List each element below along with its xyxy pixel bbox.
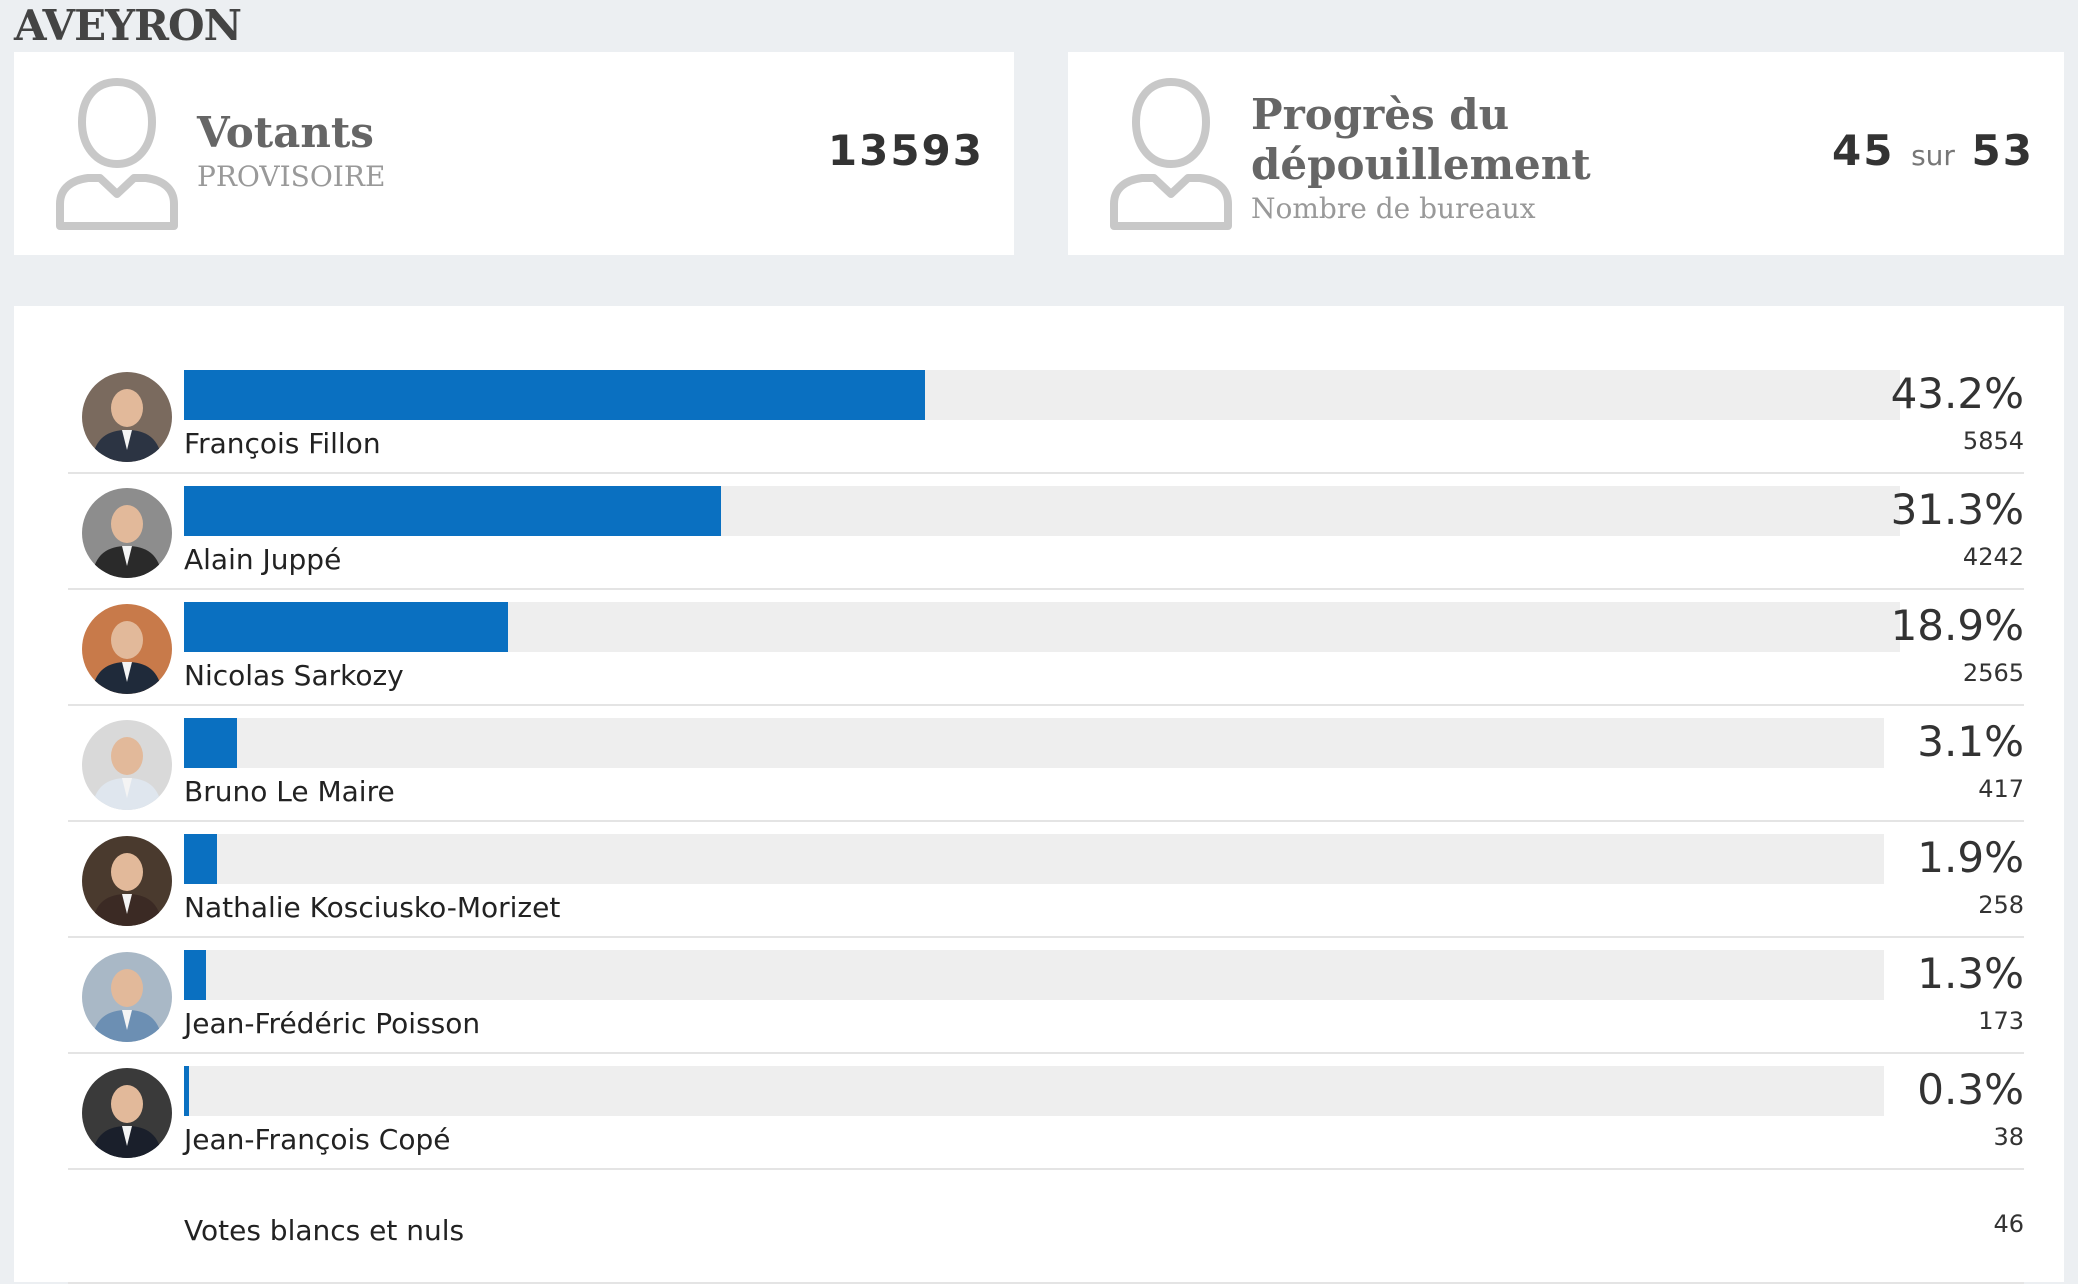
candidate-name: Alain Juppé — [184, 543, 342, 576]
candidate-name: Nicolas Sarkozy — [184, 659, 404, 692]
progress-value: 45 sur 53 — [1832, 126, 2034, 175]
person-icon — [56, 77, 178, 230]
results-panel: François Fillon 43.2% 5854 Alain Juppé 31.3%… — [14, 306, 2064, 1284]
candidate-avatar — [82, 604, 172, 694]
vote-count: 173 — [1978, 1007, 2024, 1035]
candidate-row: Alain Juppé 31.3% 4242 — [68, 472, 2024, 590]
percentage-label: 3.1% — [1917, 717, 2024, 766]
candidate-name: François Fillon — [184, 427, 381, 460]
region-title: AVEYRON — [14, 1, 242, 50]
votants-card: Votants PROVISOIRE 13593 — [14, 52, 1014, 255]
bar-track — [184, 602, 1900, 652]
bar-fill — [184, 1066, 190, 1116]
bar-track — [184, 1066, 1884, 1116]
candidate-avatar — [82, 372, 172, 462]
candidate-avatar — [82, 1068, 172, 1158]
candidate-name: Jean-François Copé — [184, 1123, 451, 1156]
candidate-avatar — [82, 488, 172, 578]
bar-track — [184, 370, 1900, 420]
vote-count: 417 — [1978, 775, 2024, 803]
candidate-name: Jean-Frédéric Poisson — [184, 1007, 481, 1040]
votants-subtitle: PROVISOIRE — [197, 160, 386, 193]
candidate-row: Nathalie Kosciusko-Morizet 1.9% 258 — [68, 820, 2024, 938]
percentage-label: 18.9% — [1890, 601, 2024, 650]
candidate-avatar — [82, 836, 172, 926]
candidate-name: Nathalie Kosciusko-Morizet — [184, 891, 561, 924]
bar-track — [184, 950, 1884, 1000]
percentage-label: 1.3% — [1917, 949, 2024, 998]
votants-value: 13593 — [827, 126, 984, 175]
progress-sep: sur — [1911, 139, 1955, 172]
bar-track — [184, 718, 1884, 768]
blank-votes-value: 46 — [1993, 1210, 2024, 1238]
vote-count: 5854 — [1962, 427, 2024, 455]
vote-count: 2565 — [1962, 659, 2024, 687]
bar-fill — [184, 486, 722, 536]
candidate-row: Nicolas Sarkozy 18.9% 2565 — [68, 588, 2024, 706]
vote-count: 38 — [1993, 1123, 2024, 1151]
percentage-label: 0.3% — [1917, 1065, 2024, 1114]
percentage-label: 31.3% — [1890, 485, 2024, 534]
bar-track — [184, 834, 1884, 884]
vote-count: 258 — [1978, 891, 2024, 919]
blank-votes-row: Votes blancs et nuls 46 — [68, 1170, 2024, 1284]
candidate-row: François Fillon 43.2% 5854 — [68, 356, 2024, 474]
bar-fill — [184, 950, 207, 1000]
progress-card: Progrès du dépouillement Nombre de burea… — [1068, 52, 2064, 255]
bar-track — [184, 486, 1900, 536]
percentage-label: 43.2% — [1890, 369, 2024, 418]
bar-fill — [184, 718, 238, 768]
candidate-avatar — [82, 720, 172, 810]
progress-title-line1: Progrès du — [1251, 90, 1510, 139]
progress-subtitle: Nombre de bureaux — [1251, 192, 1536, 225]
progress-title-line2: dépouillement — [1251, 140, 1591, 189]
candidate-row: Jean-François Copé 0.3% 38 — [68, 1052, 2024, 1170]
votants-title: Votants — [197, 108, 374, 157]
bar-fill — [184, 834, 217, 884]
person-icon — [1110, 77, 1232, 230]
candidate-avatar — [82, 952, 172, 1042]
candidate-name: Bruno Le Maire — [184, 775, 395, 808]
vote-count: 4242 — [1962, 543, 2024, 571]
candidate-row: Jean-Frédéric Poisson 1.3% 173 — [68, 936, 2024, 1054]
candidate-row: Bruno Le Maire 3.1% 417 — [68, 704, 2024, 822]
progress-done: 45 — [1831, 126, 1895, 175]
percentage-label: 1.9% — [1917, 833, 2024, 882]
bar-fill — [184, 602, 509, 652]
progress-total: 53 — [1971, 126, 2034, 175]
bar-fill — [184, 370, 926, 420]
blank-votes-label: Votes blancs et nuls — [184, 1214, 465, 1247]
